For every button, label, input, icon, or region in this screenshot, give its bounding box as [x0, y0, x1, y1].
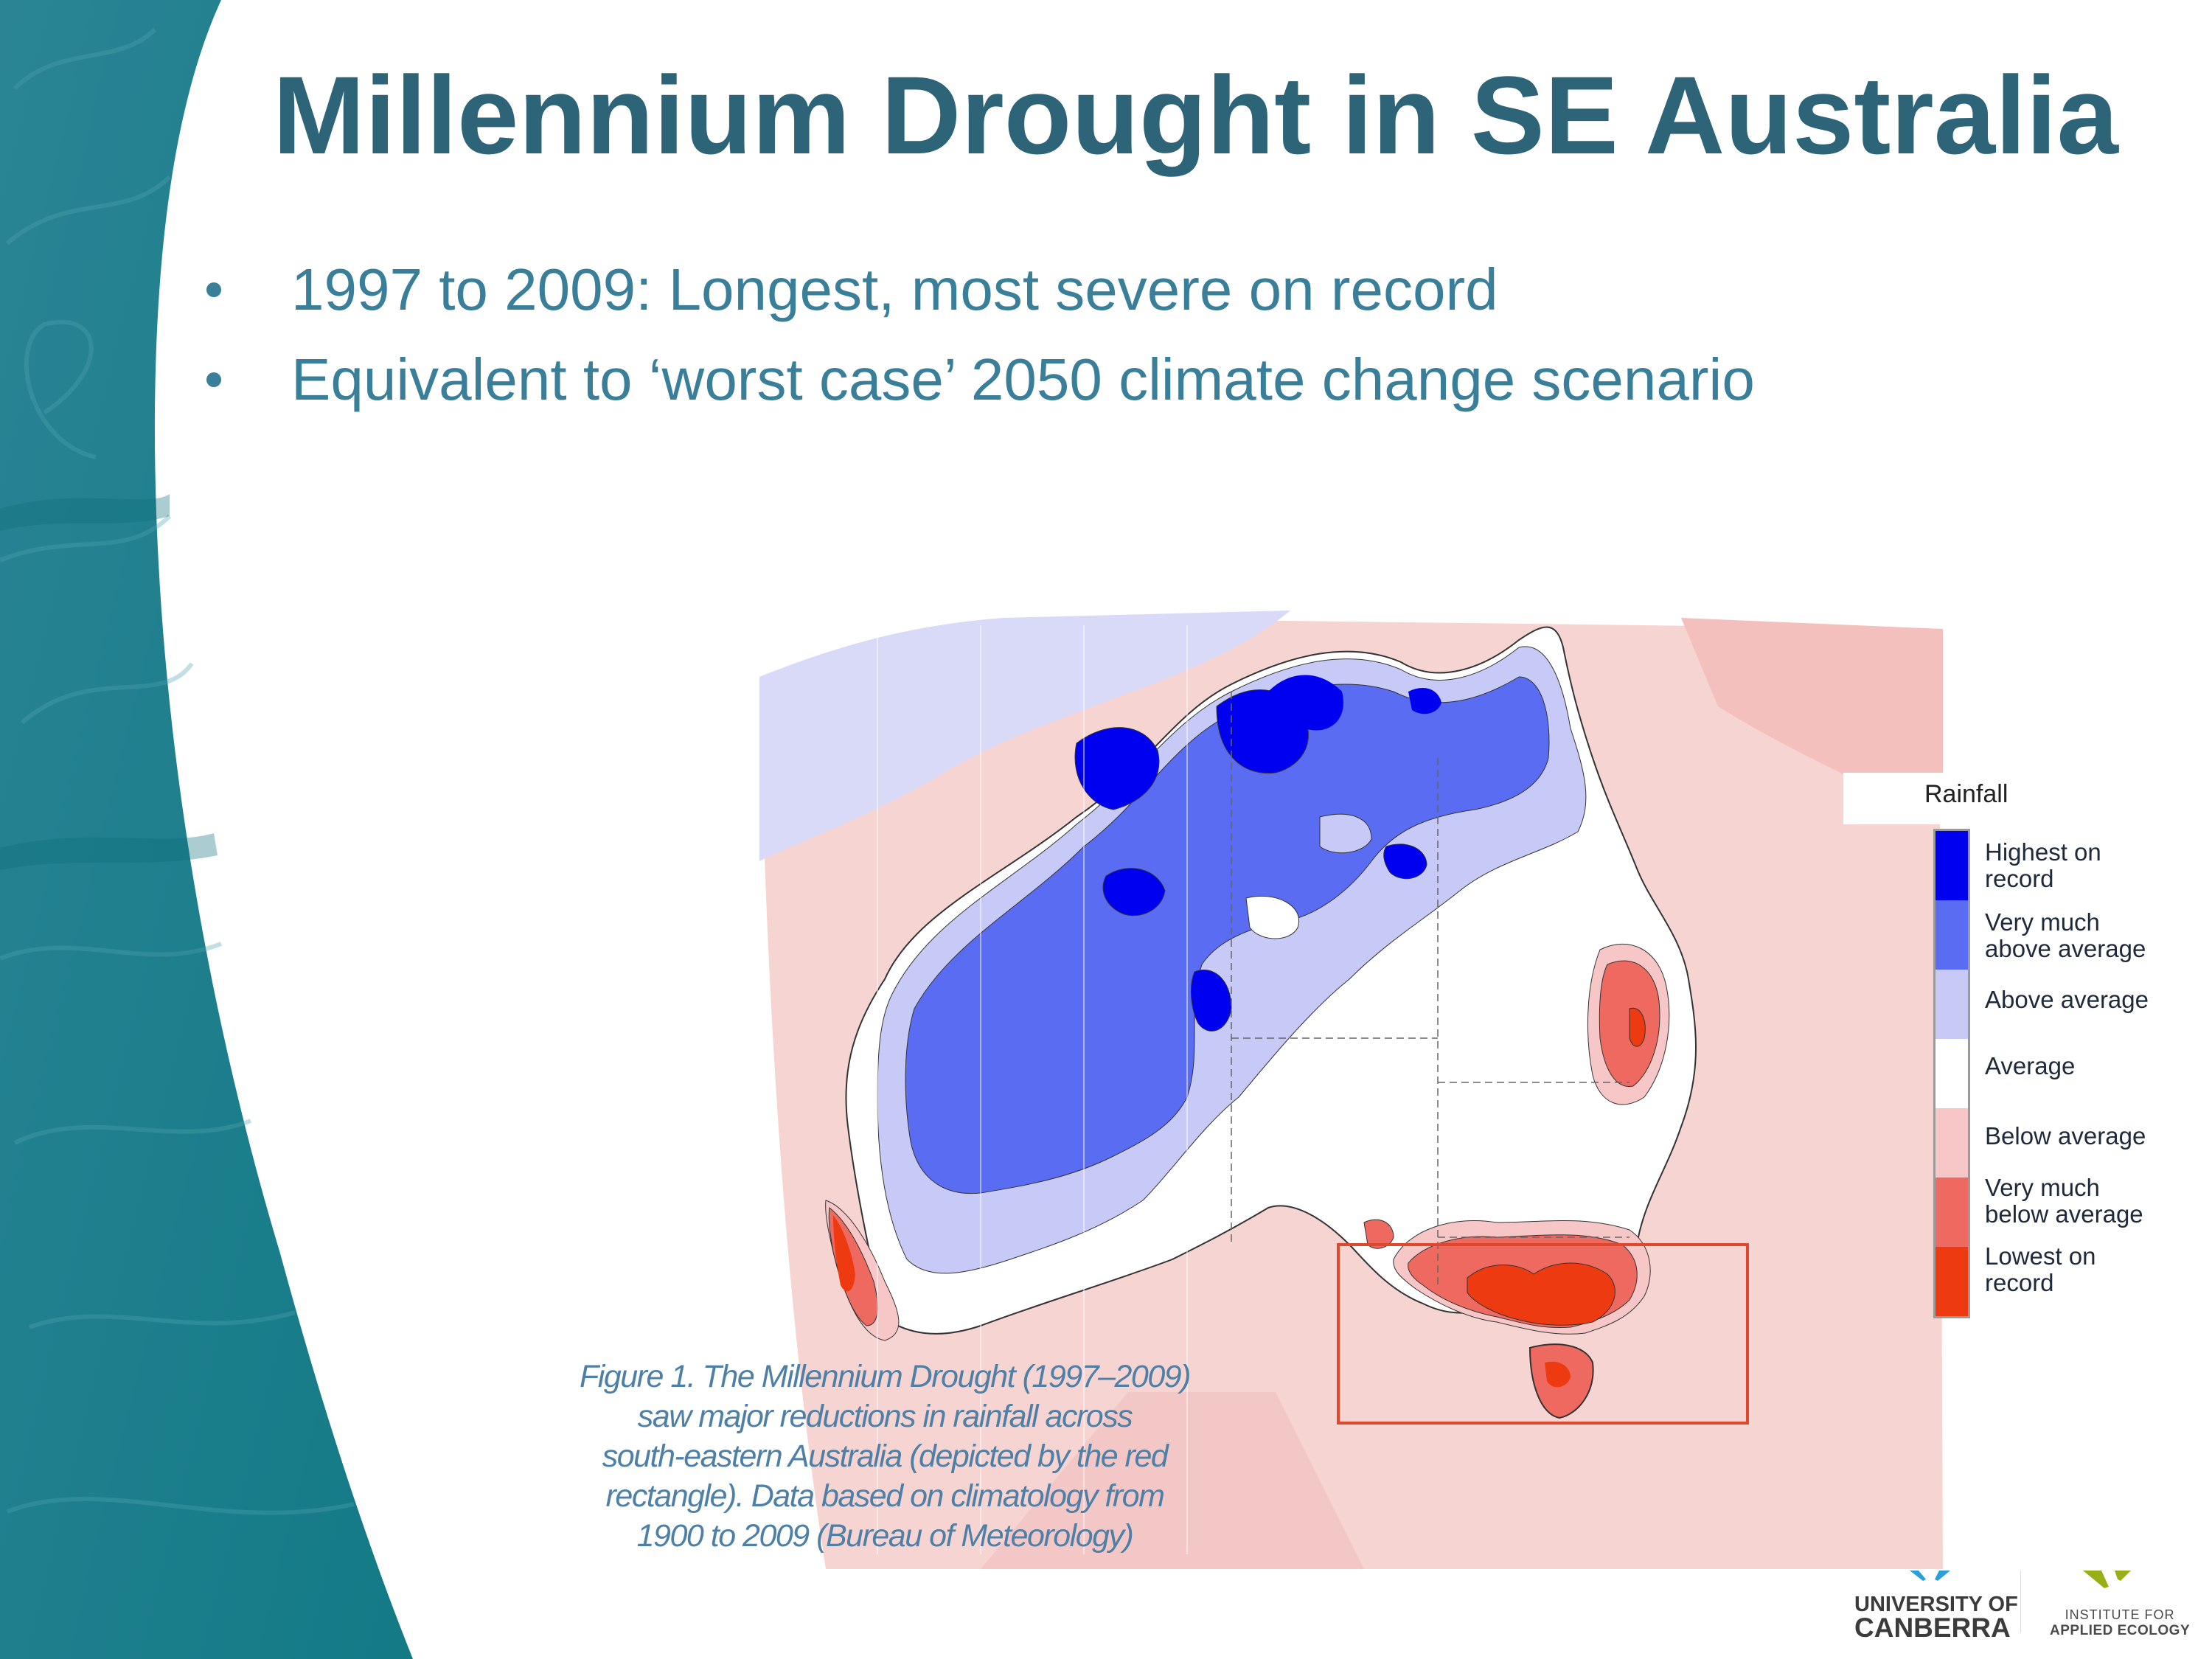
legend-swatch-above [1935, 970, 1968, 1039]
legend-label-above: Above average [1985, 986, 2149, 1013]
se-australia-highlight-rectangle [1337, 1243, 1749, 1425]
bullet-item: Equivalent to ‘worst case’ 2050 climate … [203, 344, 1755, 434]
rainfall-legend: Rainfall Highest on record Very much above… [1924, 780, 2149, 1318]
logo-divider [2020, 1571, 2021, 1633]
legend-label-average: Average [1985, 1052, 2076, 1079]
legend-color-scale [1933, 829, 1970, 1318]
legend-swatch-very-much-above [1935, 900, 1968, 970]
university-of-canberra-logo-icon [1910, 1571, 1950, 1581]
university-of-canberra-logo-text: UNIVERSITY OF CANBERRA [1854, 1593, 2018, 1643]
legend-label-highest: Highest on record [1985, 838, 2101, 892]
legend-swatch-lowest [1935, 1247, 1968, 1316]
legend-swatch-very-much-below [1935, 1178, 1968, 1247]
slide-title: Millennium Drought in SE Australia [273, 53, 2118, 177]
legend-swatch-below [1935, 1108, 1968, 1178]
legend-label-very-much-below: Very much below average [1985, 1174, 2143, 1228]
legend-swatch-average [1935, 1039, 1968, 1108]
figure-caption: Figure 1. The Millennium Drought (1997–2… [580, 1359, 1191, 1554]
legend-label-below: Below average [1985, 1122, 2146, 1150]
bullet-dot-icon [206, 372, 221, 387]
legend-swatch-highest [1935, 831, 1968, 900]
bullet-item: 1997 to 2009: Longest, most severe on re… [203, 254, 1755, 344]
australia-rainfall-map-graphic [759, 611, 1947, 1569]
institute-applied-ecology-logo-text: INSTITUTE FOR APPLIED ECOLOGY [2050, 1607, 2191, 1638]
legend-label-very-much-above: Very much above average [1985, 908, 2146, 962]
legend-title: Rainfall [1924, 780, 2008, 808]
bullet-list: 1997 to 2009: Longest, most severe on re… [203, 254, 1755, 434]
applied-ecology-leaf-icon [2083, 1571, 2131, 1588]
bullet-dot-icon [206, 282, 221, 297]
legend-label-lowest: Lowest on record [1985, 1242, 2096, 1296]
footer-logos: UNIVERSITY OF CANBERRA INSTITUTE FOR APP… [1851, 1571, 2212, 1659]
rainfall-map [759, 596, 1947, 1569]
